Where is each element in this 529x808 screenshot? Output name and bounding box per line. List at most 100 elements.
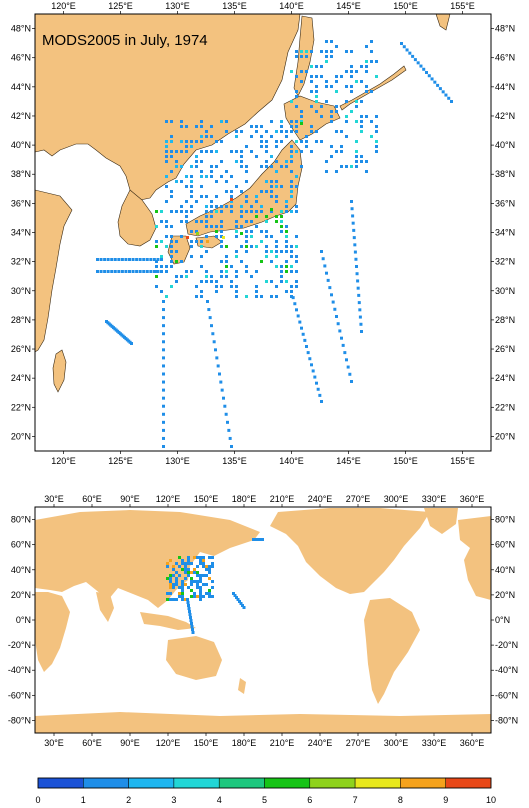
bottom-map-x-tick-label-top: 180°E [232,494,257,504]
observation-marker [187,571,190,574]
observation-marker [175,598,178,601]
observation-marker [245,235,248,238]
observation-marker [295,125,298,128]
observation-marker [232,592,235,595]
top-map-y-tick-label-left: 38°N [11,169,31,179]
top-map-y-tick-label-right: 44°N [495,82,515,92]
observation-marker [205,195,208,198]
observation-marker [225,205,228,208]
observation-marker [260,125,263,128]
observation-marker [235,290,238,293]
observation-marker [175,583,178,586]
observation-marker [185,175,188,178]
observation-marker [285,250,288,253]
observation-marker [211,332,215,336]
top-map-y-tick-label-left: 24°N [11,373,31,383]
observation-marker [365,65,368,68]
observation-marker [220,240,223,243]
europe-wrap [458,516,491,600]
top-map-x-tick-label-top: 130°E [165,1,190,11]
observation-marker [169,574,172,577]
observation-marker [175,160,178,163]
top-map-x-tick-label-bottom: 125°E [108,456,133,466]
observation-marker [260,230,263,233]
observation-marker [152,258,156,261]
observation-marker [350,75,353,78]
observation-marker [169,586,172,589]
observation-marker [186,598,189,601]
observation-marker [210,324,213,328]
observation-marker [370,50,373,53]
observation-marker [255,285,258,288]
observation-marker [187,574,190,577]
observation-marker [320,75,323,78]
observation-marker [265,190,268,193]
observation-marker [185,270,188,273]
observation-marker [295,210,298,213]
observation-marker [360,115,363,118]
observation-marker [360,100,363,103]
observation-marker [245,295,248,298]
observation-marker [355,105,358,108]
observation-marker [202,565,205,568]
observation-marker [155,225,158,228]
observation-marker [330,115,333,118]
observation-marker [184,571,187,574]
observation-marker [335,130,338,133]
observation-marker [220,230,223,233]
observation-marker [305,345,308,348]
observation-marker [220,270,223,273]
observation-marker [280,220,283,223]
observation-marker [162,300,165,303]
observation-marker [310,150,313,153]
top-map-y-tick-label-left: 36°N [11,198,31,208]
observation-marker [215,165,218,168]
observation-marker [260,260,263,263]
observation-marker [310,65,313,68]
observation-marker [208,577,211,580]
observation-marker [280,165,283,168]
bottom-map-x-tick-label-top: 90°E [120,494,140,504]
top-map-y-tick-label-left: 46°N [11,53,31,63]
observation-marker [275,185,278,188]
observation-marker [295,140,298,143]
observation-marker [370,60,373,63]
observation-marker [190,165,193,168]
observation-marker [330,55,333,58]
observation-marker [172,586,175,589]
observation-marker [305,145,308,148]
observation-marker [199,559,202,562]
observation-marker [255,270,258,273]
bottom-map-y-tick-label-right: 20°N [495,590,515,600]
observation-marker [210,175,213,178]
observation-marker [295,205,298,208]
observation-marker [211,586,214,589]
observation-marker [211,565,214,568]
observation-marker [220,260,223,263]
observation-marker [365,160,368,163]
observation-marker [185,125,188,128]
bottom-map-x-tick-label-top: 270°E [346,494,371,504]
observation-marker [427,74,431,78]
observation-marker [166,577,169,580]
antarctica [35,712,491,733]
observation-marker [250,230,253,233]
observation-marker [290,180,293,183]
observation-marker [355,160,358,163]
observation-marker [160,255,163,258]
bottom-map-y-tick-label-left: 20°N [11,590,31,600]
observation-marker [160,270,163,273]
observation-marker [320,140,323,143]
observation-marker [188,613,192,616]
top-map-x-tick-label-top: 150°E [393,1,418,11]
observation-marker [365,115,368,118]
observation-marker [270,155,273,158]
observation-marker [162,332,165,336]
observation-marker [190,589,193,592]
observation-marker [226,420,229,424]
observation-marker [375,150,378,153]
observation-marker [170,265,173,268]
observation-marker [172,574,175,577]
top-map-y-tick-label-right: 26°N [495,344,515,354]
observation-marker [106,270,110,273]
